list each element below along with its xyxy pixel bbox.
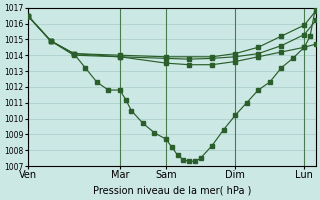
X-axis label: Pression niveau de la mer( hPa ): Pression niveau de la mer( hPa ) — [92, 186, 251, 196]
